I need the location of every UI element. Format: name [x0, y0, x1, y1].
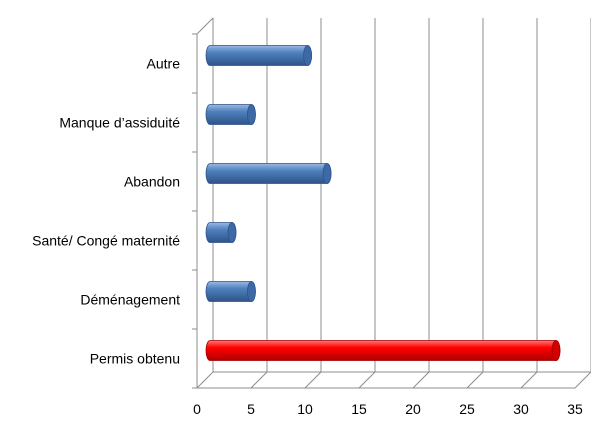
x-tick-label: 10 — [297, 401, 313, 417]
floor-gridline — [466, 371, 484, 389]
x-tick-labels: 0 5 10 15 20 25 30 35 — [193, 401, 583, 417]
x-tick-label: 0 — [193, 401, 201, 417]
bars — [205, 45, 561, 361]
x-tick-label: 35 — [567, 401, 583, 417]
left-wall-top-edge — [196, 17, 214, 35]
gridlines — [196, 18, 591, 389]
x-tick-label: 30 — [513, 401, 529, 417]
floor-gridline — [358, 371, 376, 389]
bar — [205, 222, 237, 243]
floor-gridline — [574, 371, 591, 389]
floor-gridline — [196, 371, 214, 389]
floor-gridline — [250, 371, 268, 389]
category-label: Déménagement — [80, 292, 180, 308]
category-label: Manque d’assiduité — [59, 115, 180, 131]
category-label: Santé/ Congé maternité — [32, 233, 180, 249]
category-label: Permis obtenu — [90, 351, 180, 367]
x-tick-label: 25 — [459, 401, 475, 417]
x-tick-label: 5 — [247, 401, 255, 417]
floor-gridline — [412, 371, 430, 389]
bar — [205, 45, 313, 66]
category-label: Autre — [147, 56, 181, 72]
bar — [205, 281, 256, 302]
x-tick-label: 15 — [351, 401, 367, 417]
category-label: Abandon — [124, 174, 180, 190]
category-labels: Permis obtenu Déménagement Santé/ Congé ma… — [32, 56, 180, 367]
x-tick-label: 20 — [405, 401, 421, 417]
floor-gridline — [304, 371, 322, 389]
bar — [205, 104, 256, 125]
floor-gridline — [520, 371, 538, 389]
bar — [205, 340, 561, 361]
plot-frame — [192, 17, 591, 389]
bar — [205, 163, 332, 184]
